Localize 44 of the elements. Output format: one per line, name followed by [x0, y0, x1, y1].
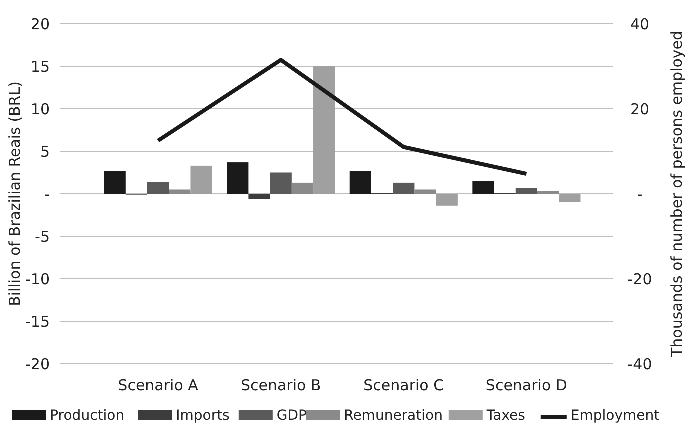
- bar: [436, 194, 458, 206]
- y-tick-label: 20: [30, 15, 50, 34]
- y2-tick-label: -20: [628, 270, 652, 288]
- bar: [104, 171, 126, 194]
- y-tick-label: 15: [30, 58, 50, 76]
- y-tick-label: -20: [26, 355, 50, 374]
- bar: [414, 190, 436, 194]
- legend-label: Employment: [570, 408, 660, 424]
- x-tick-label: Scenario D: [486, 376, 568, 394]
- y2-tick-label: -: [637, 185, 643, 204]
- x-tick-label: Scenario B: [240, 376, 322, 394]
- bar: [393, 182, 415, 194]
- bar: [292, 182, 314, 194]
- x-tick-label: Scenario C: [364, 376, 444, 394]
- bar: [516, 188, 538, 194]
- y2-tick-label: 40: [630, 15, 650, 34]
- x-tick-label: Scenario A: [118, 376, 200, 394]
- y-tick-label: -: [44, 185, 50, 204]
- line-series: [156, 58, 529, 176]
- y2-tick-label: -40: [628, 355, 652, 374]
- legend-label: Remuneration: [344, 408, 443, 424]
- bar: [559, 194, 581, 202]
- bar: [270, 172, 292, 194]
- bar: [169, 190, 191, 194]
- bar: [190, 166, 212, 194]
- y-tick-label: 5: [40, 142, 50, 161]
- bar: [350, 171, 372, 194]
- y2-tick-label: 20: [630, 100, 650, 118]
- legend-label: Production: [50, 408, 125, 424]
- y-tick-label: -10: [26, 270, 50, 288]
- y2-axis-title: Thousands of number of persons employed: [668, 30, 686, 358]
- legend-label: Taxes: [486, 408, 526, 424]
- y-tick-label: -5: [35, 228, 50, 246]
- y-tick-label: 10: [30, 100, 50, 118]
- y-tick-label: -15: [26, 312, 50, 331]
- y-axis-title: Billion of Brazilian Reais (BRL): [6, 82, 24, 306]
- bar: [537, 191, 560, 194]
- bar: [472, 181, 494, 194]
- bar: [148, 182, 170, 194]
- bar: [314, 66, 336, 194]
- bar: [227, 162, 249, 194]
- bar: [248, 194, 270, 200]
- legend-label: Imports: [176, 408, 230, 424]
- legend-label: GDP: [276, 408, 307, 424]
